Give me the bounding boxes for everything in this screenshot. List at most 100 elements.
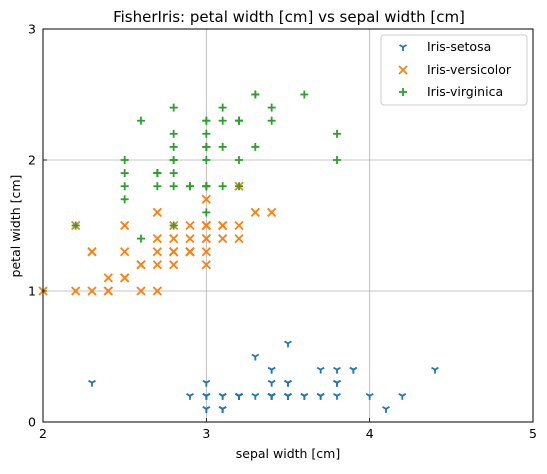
data-point-virginica — [218, 142, 227, 151]
marker-stroke — [120, 220, 130, 231]
data-point-setosa — [284, 340, 292, 348]
data-point-setosa — [300, 393, 309, 400]
data-point-versicolor — [152, 207, 162, 218]
x-tick-label: 2 — [39, 426, 47, 441]
marker-stroke — [222, 393, 227, 397]
data-point-versicolor — [185, 233, 195, 244]
marker-stroke — [336, 366, 341, 371]
data-point-virginica — [267, 103, 276, 112]
marker-stroke — [385, 406, 390, 410]
data-point-versicolor — [152, 247, 162, 257]
data-point-versicolor — [120, 247, 130, 257]
marker-stroke — [201, 220, 211, 231]
data-point-versicolor — [169, 247, 179, 257]
marker-stroke — [333, 393, 338, 397]
data-point-setosa — [284, 393, 292, 400]
marker-stroke — [320, 366, 325, 371]
series-versicolor — [38, 181, 277, 296]
marker-stroke — [152, 286, 162, 296]
data-point-virginica — [120, 182, 129, 191]
data-point-versicolor — [120, 220, 130, 231]
marker-stroke — [271, 366, 276, 371]
data-point-setosa — [267, 393, 276, 400]
marker-stroke — [254, 353, 260, 358]
data-point-versicolor — [87, 286, 97, 296]
data-point-virginica — [169, 221, 178, 230]
marker-stroke — [336, 393, 341, 397]
marker-stroke — [152, 233, 162, 244]
data-point-versicolor — [169, 260, 179, 270]
marker-stroke — [185, 247, 195, 257]
marker-stroke — [202, 406, 207, 410]
data-point-virginica — [153, 182, 162, 191]
marker-stroke — [218, 220, 228, 231]
marker-stroke — [284, 379, 289, 384]
marker-stroke — [169, 233, 179, 244]
marker-stroke — [398, 65, 408, 75]
marker-stroke — [303, 393, 309, 397]
marker-stroke — [234, 233, 244, 244]
y-tick-label: 3 — [28, 22, 36, 37]
data-point-virginica — [235, 156, 243, 164]
legend-label-virginica: Iris-virginica — [427, 84, 503, 99]
marker-stroke — [185, 233, 195, 244]
marker-stroke — [201, 194, 211, 204]
data-point-setosa — [202, 406, 211, 413]
y-axis-label: petal width [cm] — [8, 175, 23, 278]
data-point-versicolor — [234, 220, 244, 231]
marker-stroke — [136, 260, 146, 270]
y-tick-label: 2 — [28, 153, 36, 168]
legend-markers — [398, 44, 408, 96]
axis-ticks: 2 3 4 5 0 1 2 3 — [28, 22, 537, 442]
marker-stroke — [267, 207, 277, 218]
data-point-virginica — [202, 116, 211, 125]
legend-label-setosa: Iris-setosa — [427, 39, 491, 54]
marker-stroke — [201, 233, 211, 244]
data-point-setosa — [316, 393, 325, 400]
data-point-virginica — [169, 156, 178, 164]
data-point-virginica — [235, 182, 243, 191]
data-point-virginica — [71, 221, 80, 230]
data-point-versicolor — [152, 233, 162, 244]
marker-stroke — [152, 247, 162, 257]
data-point-versicolor — [136, 286, 146, 296]
data-point-versicolor — [87, 247, 97, 257]
chart-title: FisherIris: petal width [cm] vs sepal wi… — [113, 8, 465, 26]
legend: Iris-setosa Iris-versicolor Iris-virgini… — [380, 34, 528, 106]
data-point-virginica — [251, 90, 260, 99]
series-setosa — [88, 340, 439, 413]
marker-stroke — [201, 260, 211, 270]
data-point-setosa — [251, 353, 260, 361]
data-point-setosa — [349, 366, 358, 374]
data-point-versicolor — [120, 273, 130, 283]
data-point-setosa — [333, 366, 341, 374]
legend-box — [380, 34, 528, 106]
data-point-versicolor — [71, 286, 81, 296]
data-point-versicolor — [218, 220, 228, 231]
marker-stroke — [235, 393, 240, 397]
data-point-virginica — [202, 182, 211, 191]
marker-stroke — [316, 366, 322, 371]
marker-stroke — [284, 393, 289, 397]
data-point-versicolor — [103, 273, 113, 283]
data-point-virginica — [169, 169, 178, 178]
data-point-setosa — [267, 366, 276, 374]
marker-stroke — [349, 366, 354, 371]
data-point-virginica — [218, 103, 227, 112]
y-tick-label: 0 — [28, 415, 36, 430]
marker-stroke — [284, 340, 289, 345]
data-point-virginica — [202, 129, 211, 138]
marker-stroke — [91, 379, 96, 384]
marker-stroke — [103, 286, 113, 296]
marker-stroke — [218, 393, 224, 397]
marker-stroke — [287, 340, 292, 345]
marker-stroke — [202, 393, 207, 397]
data-point-setosa — [235, 393, 243, 400]
data-point-virginica — [186, 182, 194, 191]
data-point-versicolor — [201, 260, 211, 270]
data-point-versicolor — [169, 233, 179, 244]
marker-stroke — [267, 379, 273, 384]
data-point-virginica — [153, 169, 162, 178]
